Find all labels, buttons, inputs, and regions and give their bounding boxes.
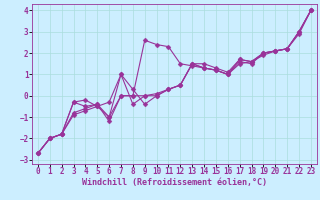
X-axis label: Windchill (Refroidissement éolien,°C): Windchill (Refroidissement éolien,°C) <box>82 178 267 187</box>
